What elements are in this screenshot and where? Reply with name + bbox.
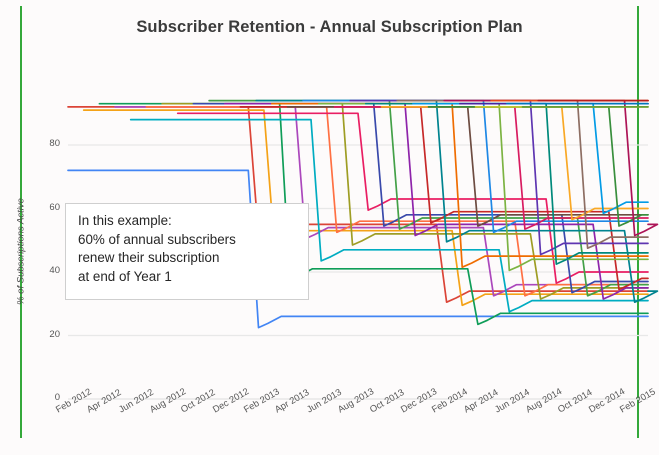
series-line	[82, 109, 649, 307]
series-line	[176, 112, 649, 284]
annotation-line-2: 60% of annual subscribers	[78, 231, 236, 247]
y-tick-label: 20	[49, 328, 60, 340]
series-line	[67, 106, 649, 304]
series-line	[239, 106, 649, 291]
y-tick-label: 80	[49, 138, 60, 149]
annotation-line-1: In this example:	[78, 213, 172, 228]
annotation-line-4: at end of Year 1	[78, 268, 172, 284]
series-line	[317, 102, 649, 272]
series-line	[192, 102, 649, 294]
series-line	[98, 102, 649, 326]
series-line	[67, 169, 649, 329]
annotation-line-3: renew their subscription	[78, 250, 220, 265]
series-line	[161, 102, 649, 300]
series-line	[114, 106, 649, 297]
series-line	[223, 102, 649, 300]
y-tick-label: 60	[49, 201, 60, 213]
series-line	[255, 99, 659, 304]
series-line	[129, 118, 649, 313]
series-line	[208, 99, 649, 297]
series-line	[145, 106, 649, 297]
y-axis-label: % of Subscriptions Active	[15, 198, 27, 305]
y-tick-label: 0	[54, 392, 60, 403]
y-tick-label: 40	[49, 265, 60, 276]
left-edge-marker	[20, 6, 22, 438]
series-lines	[67, 99, 659, 329]
annotation-callout: In this example: 60% of annual subscribe…	[65, 203, 309, 300]
chart-title: Subscriber Retention - Annual Subscripti…	[136, 18, 523, 36]
